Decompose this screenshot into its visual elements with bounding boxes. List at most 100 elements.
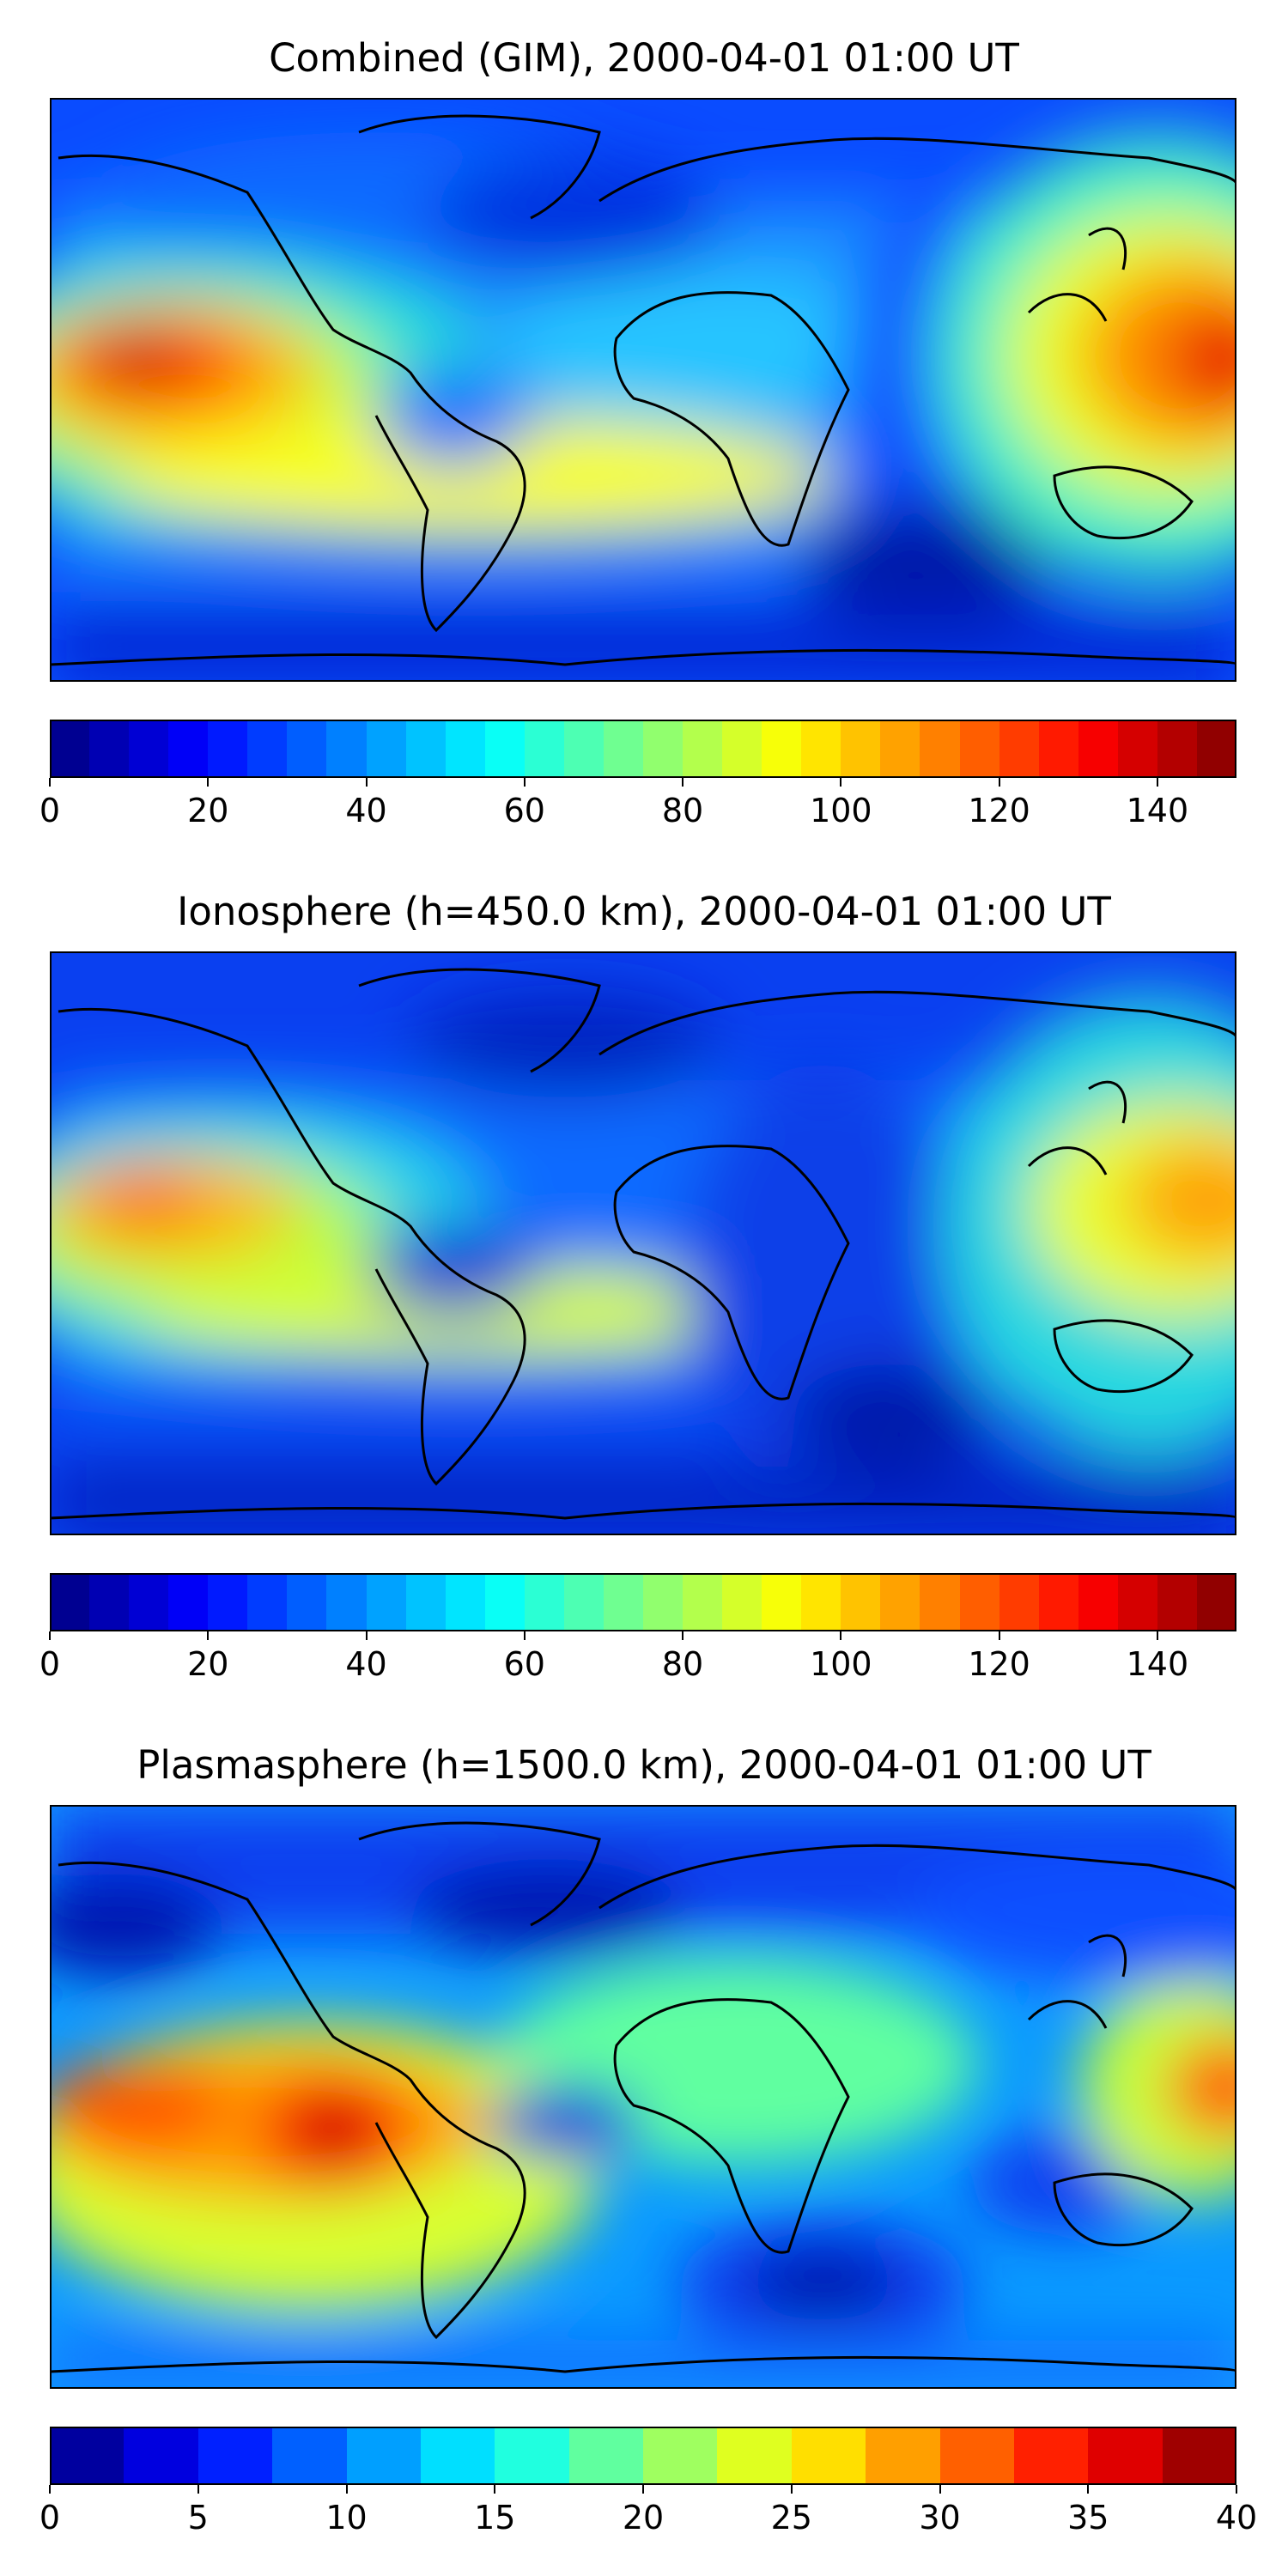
colorbar-segment — [960, 720, 1000, 778]
colorbar-tick-label: 15 — [474, 2499, 516, 2537]
colorbar-segment — [495, 2427, 570, 2485]
colorbar-segment — [762, 720, 802, 778]
colorbar-segment — [569, 2427, 644, 2485]
colorbar-tick — [682, 778, 684, 787]
colorbar-tick — [49, 2485, 51, 2494]
colorbar-segment — [792, 2427, 866, 2485]
colorbar-segment — [722, 720, 762, 778]
colorbar-segment — [50, 1573, 90, 1631]
colorbar-tick-label: 5 — [187, 2499, 209, 2537]
panel-2-map — [50, 951, 1236, 1535]
colorbar-tick — [642, 2485, 644, 2494]
colorbar-tick — [207, 778, 210, 787]
colorbar-segment — [1014, 2427, 1089, 2485]
colorbar-segment — [446, 720, 486, 778]
colorbar-segment — [485, 1573, 526, 1631]
colorbar-segment — [446, 1573, 486, 1631]
colorbar-tick-label: 40 — [1215, 2499, 1258, 2537]
panel-2-title: Ionosphere (h=450.0 km), 2000-04-01 01:0… — [177, 889, 1111, 934]
colorbar-segment — [247, 720, 288, 778]
colorbar-segment — [1039, 1573, 1079, 1631]
colorbar-segment — [367, 1573, 407, 1631]
colorbar-segment — [89, 1573, 130, 1631]
colorbar-tick — [998, 778, 1000, 787]
colorbar-tick — [365, 778, 368, 787]
colorbar-segment — [1118, 1573, 1158, 1631]
colorbar-tick-label: 140 — [1126, 1645, 1189, 1683]
coastlines-2 — [50, 968, 1236, 1520]
colorbar-segment — [683, 1573, 723, 1631]
colorbar-tick-label: 30 — [919, 2499, 961, 2537]
colorbar-segment — [1157, 1573, 1198, 1631]
colorbar-segment — [208, 1573, 248, 1631]
colorbar-segment — [1197, 1573, 1236, 1631]
colorbar-segment — [50, 720, 90, 778]
colorbar-segment — [643, 720, 683, 778]
colorbar-segment — [1078, 1573, 1119, 1631]
panel-1-title: Combined (GIM), 2000-04-01 01:00 UT — [269, 35, 1019, 81]
colorbar-segment — [1197, 720, 1236, 778]
colorbar-tick-label: 20 — [187, 792, 229, 829]
colorbar-segment — [1039, 720, 1079, 778]
colorbar-tick-label: 80 — [661, 1645, 704, 1683]
colorbar-segment — [940, 2427, 1015, 2485]
colorbar-segment — [287, 720, 327, 778]
colorbar-frame — [50, 1573, 1236, 1631]
colorbar-tick — [365, 1631, 368, 1640]
coastlines-3 — [50, 1821, 1236, 2373]
colorbar-tick-label: 60 — [503, 1645, 545, 1683]
panel-1-colorbar — [50, 720, 1236, 778]
panel-3-title: Plasmasphere (h=1500.0 km), 2000-04-01 0… — [137, 1742, 1151, 1788]
colorbar-segment — [168, 720, 209, 778]
colorbar-segment — [1078, 720, 1119, 778]
colorbar-segment — [643, 2427, 718, 2485]
colorbar-tick-label: 40 — [345, 1645, 387, 1683]
colorbar-tick-label: 40 — [345, 792, 387, 829]
colorbar-segment — [347, 2427, 422, 2485]
colorbar-segment — [722, 1573, 762, 1631]
colorbar-segment — [1088, 2427, 1163, 2485]
colorbar-frame — [50, 2427, 1236, 2485]
panel-2-colorbar-ticks: 0 20 40 60 80 100 120 140 — [39, 1631, 1236, 1683]
colorbar-segment — [841, 720, 881, 778]
colorbar-tick — [1087, 2485, 1090, 2494]
colorbar-segment — [198, 2427, 273, 2485]
colorbar-tick — [1236, 2485, 1237, 2494]
colorbar-segment — [406, 1573, 447, 1631]
colorbar-segment — [168, 1573, 209, 1631]
colorbar-segment — [89, 720, 130, 778]
colorbar-segment — [880, 1573, 920, 1631]
colorbar-tick-label: 35 — [1067, 2499, 1109, 2537]
colorbar-tick — [49, 778, 51, 787]
colorbar-tick — [49, 1631, 51, 1640]
colorbar-tick-label: 0 — [39, 1645, 61, 1683]
colorbar-segment — [999, 1573, 1040, 1631]
panel-3-map — [50, 1805, 1236, 2389]
colorbar-segment — [326, 720, 368, 778]
colorbar-segment — [801, 1573, 841, 1631]
colorbar-segment — [367, 720, 407, 778]
colorbar-segment — [762, 1573, 802, 1631]
colorbar-tick — [840, 778, 842, 787]
colorbar-segment — [999, 720, 1040, 778]
colorbar-segment — [643, 1573, 683, 1631]
colorbar-segment — [421, 2427, 495, 2485]
panel-1-map — [50, 98, 1236, 682]
colorbar-segment — [920, 720, 961, 778]
colorbar-tick — [1156, 1631, 1158, 1640]
colorbar-tick — [494, 2485, 496, 2494]
colorbar-segment — [129, 1573, 169, 1631]
colorbar-frame — [50, 720, 1236, 778]
panel-3-colorbar-ticks: 0 5 10 15 20 25 30 35 40 — [39, 2485, 1257, 2537]
colorbar-segment — [604, 1573, 644, 1631]
colorbar-segment — [564, 720, 605, 778]
colorbar-tick-label: 60 — [503, 792, 545, 829]
colorbar-tick-label: 0 — [39, 2499, 61, 2537]
colorbar-tick — [523, 778, 526, 787]
colorbar-tick — [207, 1631, 210, 1640]
colorbar-segment — [960, 1573, 1000, 1631]
colorbar-segment — [866, 2427, 941, 2485]
colorbar-tick — [345, 2485, 348, 2494]
colorbar-segment — [604, 720, 644, 778]
colorbar-tick-label: 100 — [810, 1645, 872, 1683]
